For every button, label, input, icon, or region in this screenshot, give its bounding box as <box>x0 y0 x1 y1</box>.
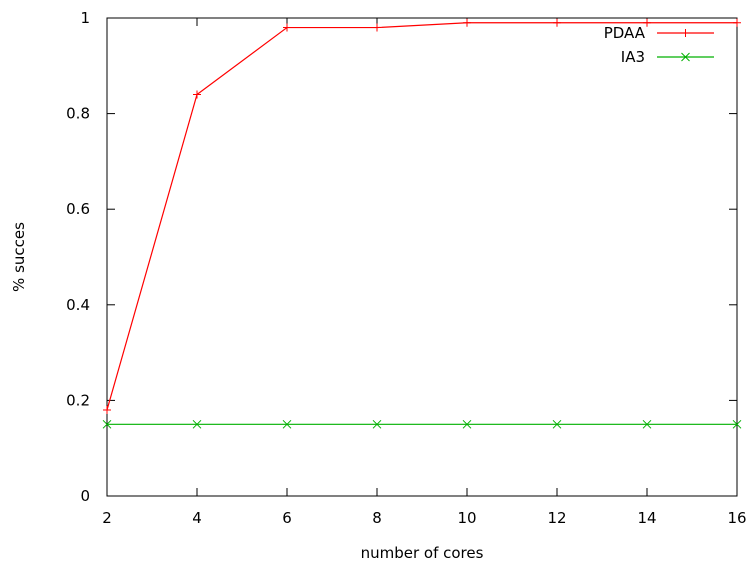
x-tick-label: 6 <box>282 509 292 527</box>
data-point-ia3 <box>282 419 292 429</box>
data-point-ia3 <box>192 419 202 429</box>
x-axis-label: number of cores <box>361 544 484 562</box>
x-tick-label: 14 <box>637 509 656 527</box>
y-tick-label: 0.8 <box>66 105 90 123</box>
series-group <box>102 18 742 429</box>
legend: PDAA IA3 <box>604 24 714 66</box>
data-point-pdaa <box>193 90 201 99</box>
y-tick-label: 0.2 <box>66 391 90 409</box>
data-point-pdaa <box>283 23 291 32</box>
series-pdaa <box>103 18 741 414</box>
y-tick-label: 0.6 <box>66 200 90 218</box>
data-point-ia3 <box>732 419 742 429</box>
x-tick-label: 2 <box>102 509 112 527</box>
y-tick-label: 0 <box>80 487 90 505</box>
data-point-ia3 <box>642 419 652 429</box>
series-ia3 <box>102 419 742 429</box>
data-point-pdaa <box>553 18 561 27</box>
legend-marker-ia3 <box>681 52 690 62</box>
axis-ticks: 2 4 6 8 10 12 14 16 0 0.2 0.4 0.6 0.8 1 <box>66 9 746 527</box>
plot-frame <box>106 17 738 497</box>
data-point-pdaa <box>733 18 741 27</box>
y-tick-label: 1 <box>80 9 90 27</box>
data-point-pdaa <box>373 23 381 32</box>
x-tick-label: 4 <box>192 509 202 527</box>
y-axis-label: % succes <box>10 222 28 292</box>
data-point-ia3 <box>462 419 472 429</box>
data-point-pdaa <box>643 18 651 27</box>
data-point-pdaa <box>463 18 471 27</box>
data-point-pdaa <box>103 405 111 414</box>
x-tick-label: 16 <box>727 509 746 527</box>
data-point-ia3 <box>372 419 382 429</box>
data-point-ia3 <box>102 419 112 429</box>
legend-label-ia3: IA3 <box>621 48 645 66</box>
y-tick-label: 0.4 <box>66 296 90 314</box>
x-tick-label: 8 <box>372 509 382 527</box>
series-line-pdaa <box>106 22 737 411</box>
x-tick-label: 10 <box>457 509 476 527</box>
data-point-ia3 <box>552 419 562 429</box>
legend-label-pdaa: PDAA <box>604 24 646 42</box>
x-tick-label: 12 <box>547 509 566 527</box>
legend-marker-pdaa <box>681 29 690 37</box>
